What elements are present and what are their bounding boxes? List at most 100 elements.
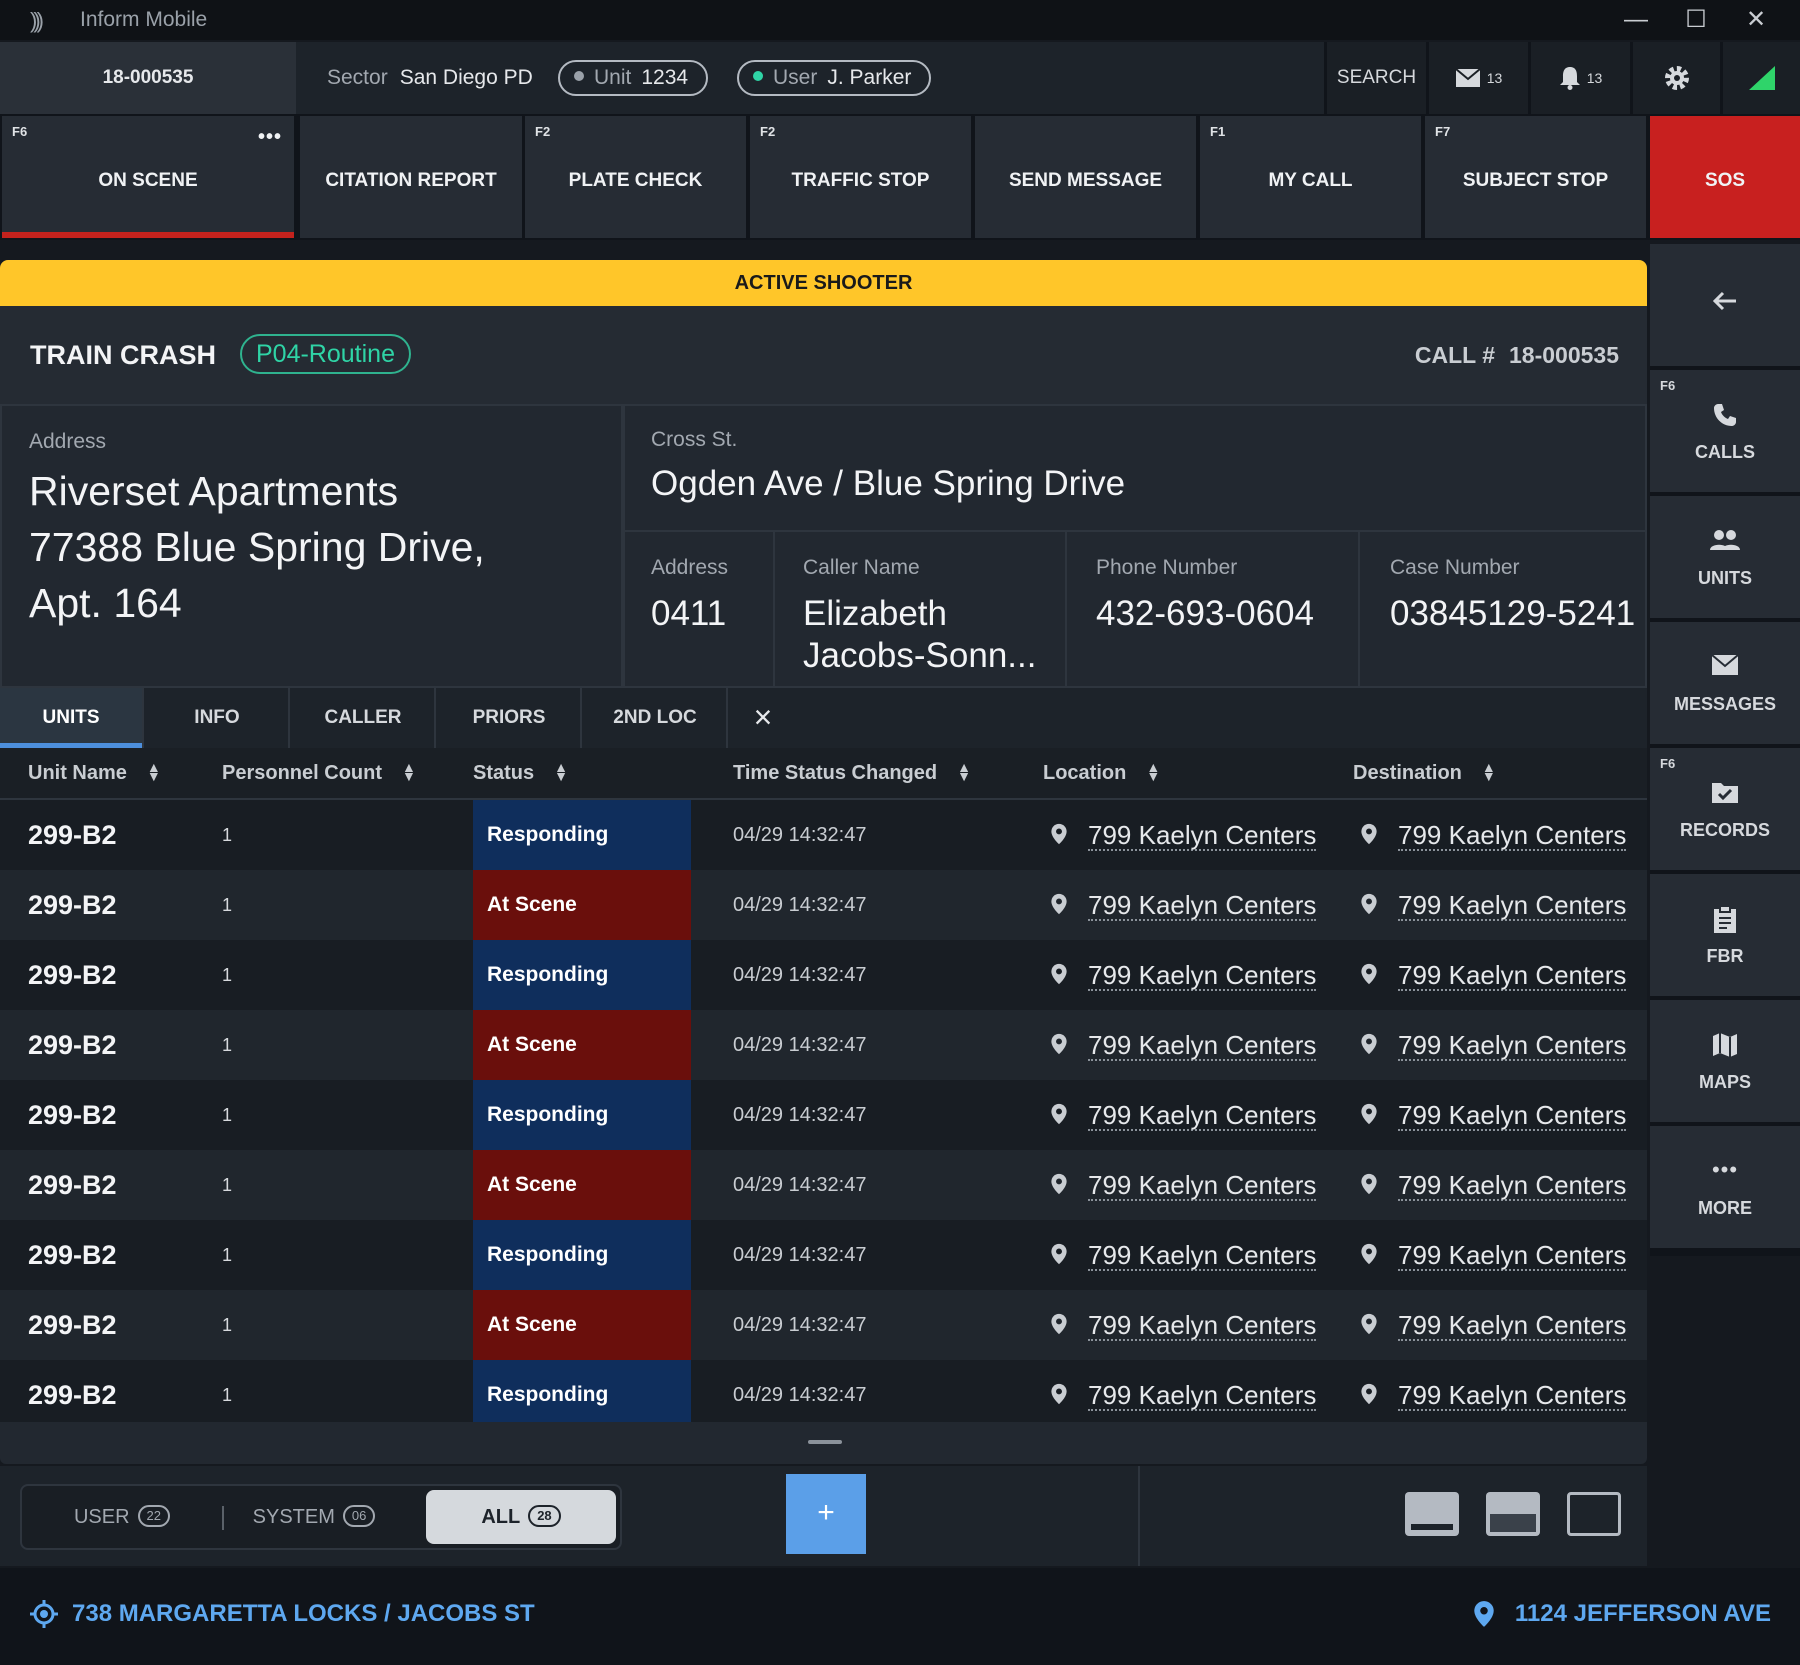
table-row[interactable]: 299-B2 1 At Scene 04/29 14:32:47 799 Kae… bbox=[0, 1290, 1647, 1360]
unit-pill[interactable]: Unit 1234 bbox=[558, 60, 709, 96]
column-header-personnel-count[interactable]: Personnel Count ▲ ▼ bbox=[222, 758, 416, 785]
phone-number-value[interactable]: 432-693-0604 bbox=[1096, 594, 1314, 633]
sidebar-item-more[interactable]: ••• MORE bbox=[1650, 1126, 1800, 1248]
sidebar-item-calls[interactable]: F6 CALLS bbox=[1650, 370, 1800, 492]
destination-cell[interactable]: 799 Kaelyn Centers bbox=[1358, 1150, 1627, 1220]
table-row[interactable]: 299-B2 1 Responding 04/29 14:32:47 799 K… bbox=[0, 1080, 1647, 1150]
column-header-status[interactable]: Status ▲ ▼ bbox=[473, 758, 568, 785]
tab-caller[interactable]: CALLER bbox=[292, 688, 436, 748]
add-button[interactable]: + bbox=[786, 1474, 866, 1554]
back-button[interactable] bbox=[1650, 244, 1800, 366]
traffic-stop-button[interactable]: F2 TRAFFIC STOP bbox=[750, 116, 971, 238]
sort-icon[interactable]: ▲ ▼ bbox=[146, 758, 161, 784]
minimize-icon[interactable]: — bbox=[1624, 6, 1648, 33]
send-message-button[interactable]: SEND MESSAGE bbox=[975, 116, 1196, 238]
destination-link[interactable]: 799 Kaelyn Centers bbox=[1398, 890, 1627, 921]
destination-link[interactable]: 799 Kaelyn Centers bbox=[1398, 1170, 1627, 1201]
destination-link[interactable]: 799 Kaelyn Centers bbox=[1398, 1310, 1627, 1341]
layout-full-button[interactable] bbox=[1567, 1492, 1621, 1536]
location-cell[interactable]: 799 Kaelyn Centers bbox=[1048, 1010, 1317, 1080]
tab-info[interactable]: INFO bbox=[146, 688, 290, 748]
destination-cell[interactable]: 799 Kaelyn Centers bbox=[1358, 1290, 1627, 1360]
destination-link[interactable]: 799 Kaelyn Centers bbox=[1398, 1240, 1627, 1271]
table-row[interactable]: 299-B2 1 Responding 04/29 14:32:47 799 K… bbox=[0, 800, 1647, 870]
tab-units[interactable]: UNITS bbox=[0, 688, 144, 748]
location-link[interactable]: 799 Kaelyn Centers bbox=[1088, 890, 1317, 921]
destination-link[interactable]: 799 Kaelyn Centers bbox=[1398, 820, 1627, 851]
destination-link[interactable]: 799 Kaelyn Centers bbox=[1398, 1380, 1627, 1411]
location-link[interactable]: 799 Kaelyn Centers bbox=[1088, 1030, 1317, 1061]
subject-stop-button[interactable]: F7 SUBJECT STOP bbox=[1425, 116, 1646, 238]
destination-link[interactable]: 799 Kaelyn Centers bbox=[1398, 1100, 1627, 1131]
location-link[interactable]: 799 Kaelyn Centers bbox=[1088, 1100, 1317, 1131]
table-row[interactable]: 299-B2 1 Responding 04/29 14:32:47 799 K… bbox=[0, 940, 1647, 1010]
sidebar-item-records[interactable]: F6 RECORDS bbox=[1650, 748, 1800, 870]
tab-2nd-loc[interactable]: 2ND LOC bbox=[584, 688, 728, 748]
search-button[interactable]: SEARCH bbox=[1324, 42, 1426, 114]
destination-cell[interactable]: 799 Kaelyn Centers bbox=[1358, 800, 1627, 870]
layout-bottom-button[interactable] bbox=[1405, 1492, 1459, 1536]
location-cell[interactable]: 799 Kaelyn Centers bbox=[1048, 1150, 1317, 1220]
location-cell[interactable]: 799 Kaelyn Centers bbox=[1048, 1290, 1317, 1360]
location-cell[interactable]: 799 Kaelyn Centers bbox=[1048, 800, 1317, 870]
user-pill[interactable]: User J. Parker bbox=[737, 60, 932, 96]
plate-check-button[interactable]: F2 PLATE CHECK bbox=[525, 116, 746, 238]
sidebar-item-messages[interactable]: MESSAGES bbox=[1650, 622, 1800, 744]
table-row[interactable]: 299-B2 1 At Scene 04/29 14:32:47 799 Kae… bbox=[0, 1150, 1647, 1220]
filter-user[interactable]: USER 22 bbox=[32, 1486, 212, 1548]
location-link[interactable]: 799 Kaelyn Centers bbox=[1088, 1170, 1317, 1201]
sidebar-item-units[interactable]: UNITS bbox=[1650, 496, 1800, 618]
sort-icon[interactable]: ▲ ▼ bbox=[1481, 758, 1496, 784]
location-cell[interactable]: 799 Kaelyn Centers bbox=[1048, 1220, 1317, 1290]
filter-system[interactable]: SYSTEM 06 bbox=[234, 1486, 394, 1548]
settings-button[interactable] bbox=[1630, 42, 1720, 114]
column-header-time[interactable]: Time Status Changed ▲ ▼ bbox=[733, 758, 971, 785]
table-row[interactable]: 299-B2 1 At Scene 04/29 14:32:47 799 Kae… bbox=[0, 1010, 1647, 1080]
location-cell[interactable]: 799 Kaelyn Centers bbox=[1048, 1080, 1317, 1150]
column-header-unit-name[interactable]: Unit Name ▲ ▼ bbox=[28, 758, 161, 785]
destination-link[interactable]: 799 Kaelyn Centers bbox=[1398, 960, 1627, 991]
on-scene-button[interactable]: F6 ••• ON SCENE bbox=[2, 116, 294, 238]
destination-cell[interactable]: 799 Kaelyn Centers bbox=[1358, 870, 1627, 940]
location-cell[interactable]: 799 Kaelyn Centers bbox=[1048, 940, 1317, 1010]
tab-priors[interactable]: PRIORS bbox=[438, 688, 582, 748]
sort-icon[interactable]: ▲ ▼ bbox=[1146, 758, 1161, 784]
sidebar-item-fbr[interactable]: FBR bbox=[1650, 874, 1800, 996]
current-call-id[interactable]: 18-000535 bbox=[0, 42, 296, 114]
destination-cell[interactable]: 799 Kaelyn Centers bbox=[1358, 1010, 1627, 1080]
location-link[interactable]: 799 Kaelyn Centers bbox=[1088, 1310, 1317, 1341]
more-options-icon[interactable]: ••• bbox=[257, 126, 282, 148]
location-cell[interactable]: 799 Kaelyn Centers bbox=[1048, 1360, 1317, 1422]
table-row[interactable]: 299-B2 1 Responding 04/29 14:32:47 799 K… bbox=[0, 1360, 1647, 1422]
sort-icon[interactable]: ▲ ▼ bbox=[957, 758, 971, 784]
destination-link[interactable]: 799 Kaelyn Centers bbox=[1398, 1030, 1627, 1061]
filter-all[interactable]: ALL 28 bbox=[426, 1490, 616, 1544]
location-cell[interactable]: 799 Kaelyn Centers bbox=[1048, 870, 1317, 940]
close-icon[interactable]: ✕ bbox=[1745, 6, 1767, 33]
sos-button[interactable]: SOS bbox=[1650, 116, 1800, 238]
close-tab-icon[interactable]: × bbox=[753, 699, 773, 735]
destination-cell[interactable]: 799 Kaelyn Centers bbox=[1358, 1360, 1627, 1422]
table-row[interactable]: 299-B2 1 Responding 04/29 14:32:47 799 K… bbox=[0, 1220, 1647, 1290]
location-link[interactable]: 799 Kaelyn Centers bbox=[1088, 820, 1317, 851]
column-header-location[interactable]: Location ▲ ▼ bbox=[1043, 758, 1161, 785]
sort-icon[interactable]: ▲ ▼ bbox=[402, 758, 416, 784]
sort-icon[interactable]: ▲ ▼ bbox=[554, 758, 568, 784]
drawer-handle[interactable] bbox=[0, 1422, 1647, 1464]
maximize-icon[interactable]: ☐ bbox=[1685, 6, 1707, 33]
location-link[interactable]: 799 Kaelyn Centers bbox=[1088, 1380, 1317, 1411]
mail-button[interactable]: 13 bbox=[1426, 42, 1528, 114]
layout-split-button[interactable] bbox=[1486, 1492, 1540, 1536]
my-call-button[interactable]: F1 MY CALL bbox=[1200, 116, 1421, 238]
notifications-button[interactable]: 13 bbox=[1528, 42, 1630, 114]
citation-report-button[interactable]: CITATION REPORT bbox=[300, 116, 522, 238]
table-row[interactable]: 299-B2 1 At Scene 04/29 14:32:47 799 Kae… bbox=[0, 870, 1647, 940]
destination-cell[interactable]: 799 Kaelyn Centers bbox=[1358, 1220, 1627, 1290]
destination-cell[interactable]: 799 Kaelyn Centers bbox=[1358, 940, 1627, 1010]
destination-location[interactable]: 1124 JEFFERSON AVE bbox=[1473, 1600, 1771, 1628]
sidebar-item-maps[interactable]: MAPS bbox=[1650, 1000, 1800, 1122]
column-header-destination[interactable]: Destination ▲ ▼ bbox=[1353, 758, 1496, 785]
location-link[interactable]: 799 Kaelyn Centers bbox=[1088, 960, 1317, 991]
current-location[interactable]: 738 MARGARETTA LOCKS / JACOBS ST bbox=[30, 1600, 535, 1628]
drag-handle-icon[interactable] bbox=[808, 1440, 842, 1444]
